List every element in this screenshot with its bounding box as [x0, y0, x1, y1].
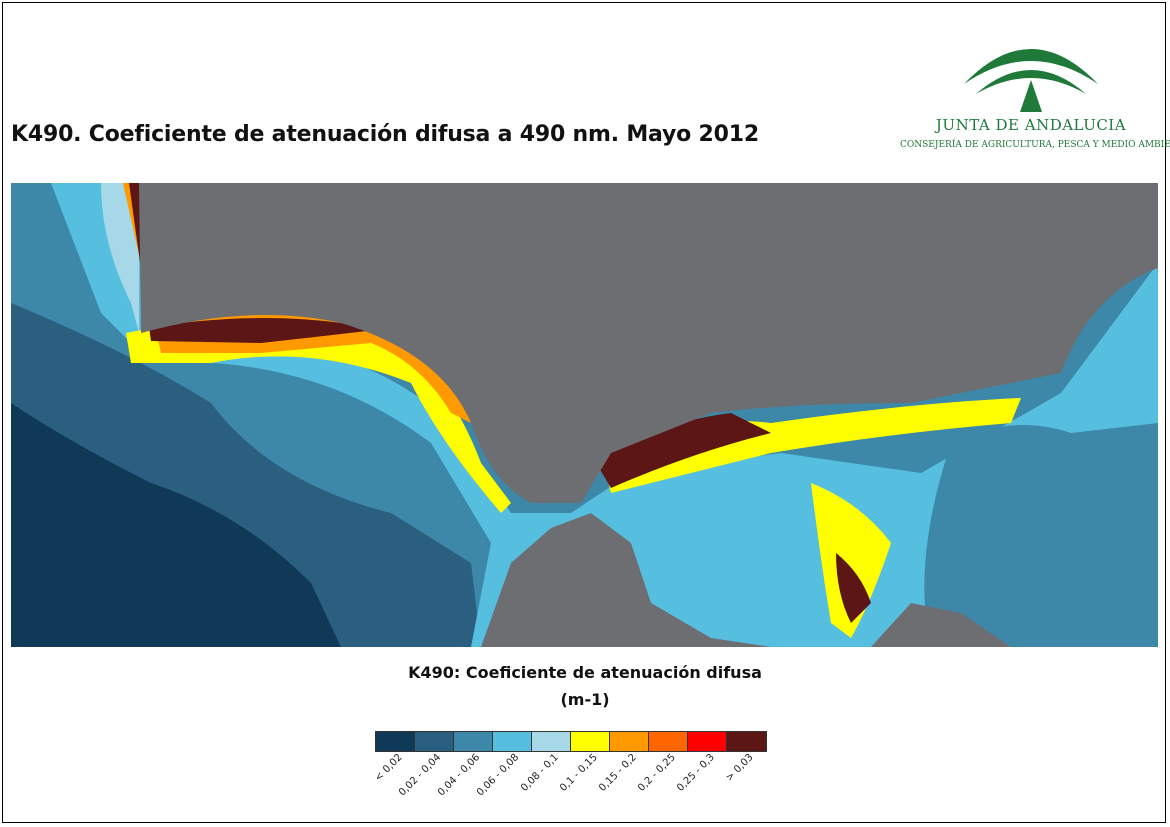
- k490-map: [11, 183, 1158, 647]
- legend-color-bar: [375, 731, 767, 752]
- coastal-band-alboran-dark: [836, 553, 871, 623]
- coastal-band-malaga: [601, 398, 1021, 493]
- sea-alboran-east: [924, 423, 1158, 647]
- legend-label: 0,2 - 0,25: [636, 752, 678, 794]
- coastal-band-malaga-dark: [596, 413, 771, 488]
- legend-swatch: [376, 732, 415, 751]
- legend-swatch: [454, 732, 493, 751]
- land-africa-west: [481, 513, 771, 647]
- land-africa-east: [871, 603, 1011, 647]
- legend-label: 0,1 - 0,15: [558, 752, 600, 794]
- legend-swatch: [688, 732, 727, 751]
- legend-unit: (m-1): [560, 690, 610, 709]
- sea-shelf: [51, 183, 1158, 647]
- legend-label: 0,08 - 0,1: [519, 752, 561, 794]
- legend-swatch: [727, 732, 766, 751]
- sea-very-deep-west: [11, 403, 341, 647]
- legend-label: < 0,02: [372, 752, 405, 784]
- legend-title: K490: Coeficiente de atenuación difusa: [408, 663, 762, 682]
- land-iberia: [139, 183, 1158, 503]
- logo-emblem-icon: [964, 49, 1098, 112]
- legend-swatch: [415, 732, 454, 751]
- legend-swatch: [571, 732, 610, 751]
- junta-andalucia-logo: JUNTA DE ANDALUCIA CONSEJERÍA DE AGRICUL…: [900, 28, 1170, 158]
- legend-labels: < 0,02 0,02 - 0,04 0,04 - 0,06 0,06 - 0,08 0…: [372, 752, 767, 822]
- coastal-band-alboran: [811, 483, 891, 638]
- legend-swatch: [610, 732, 649, 751]
- coastal-band-portugal: [101, 183, 139, 333]
- legend-swatch: [532, 732, 571, 751]
- legend-swatch: [649, 732, 688, 751]
- legend-swatch: [493, 732, 532, 751]
- legend-label: 0,25 - 0,3: [675, 752, 717, 794]
- legend-label: 0,15 - 0,2: [597, 752, 639, 794]
- legend-label: > 0,03: [723, 752, 756, 784]
- logo-department: CONSEJERÍA DE AGRICULTURA, PESCA Y MEDIO…: [900, 140, 1170, 150]
- logo-name: JUNTA DE ANDALUCIA: [935, 116, 1127, 134]
- page-title: K490. Coeficiente de atenuación difusa a…: [11, 122, 759, 147]
